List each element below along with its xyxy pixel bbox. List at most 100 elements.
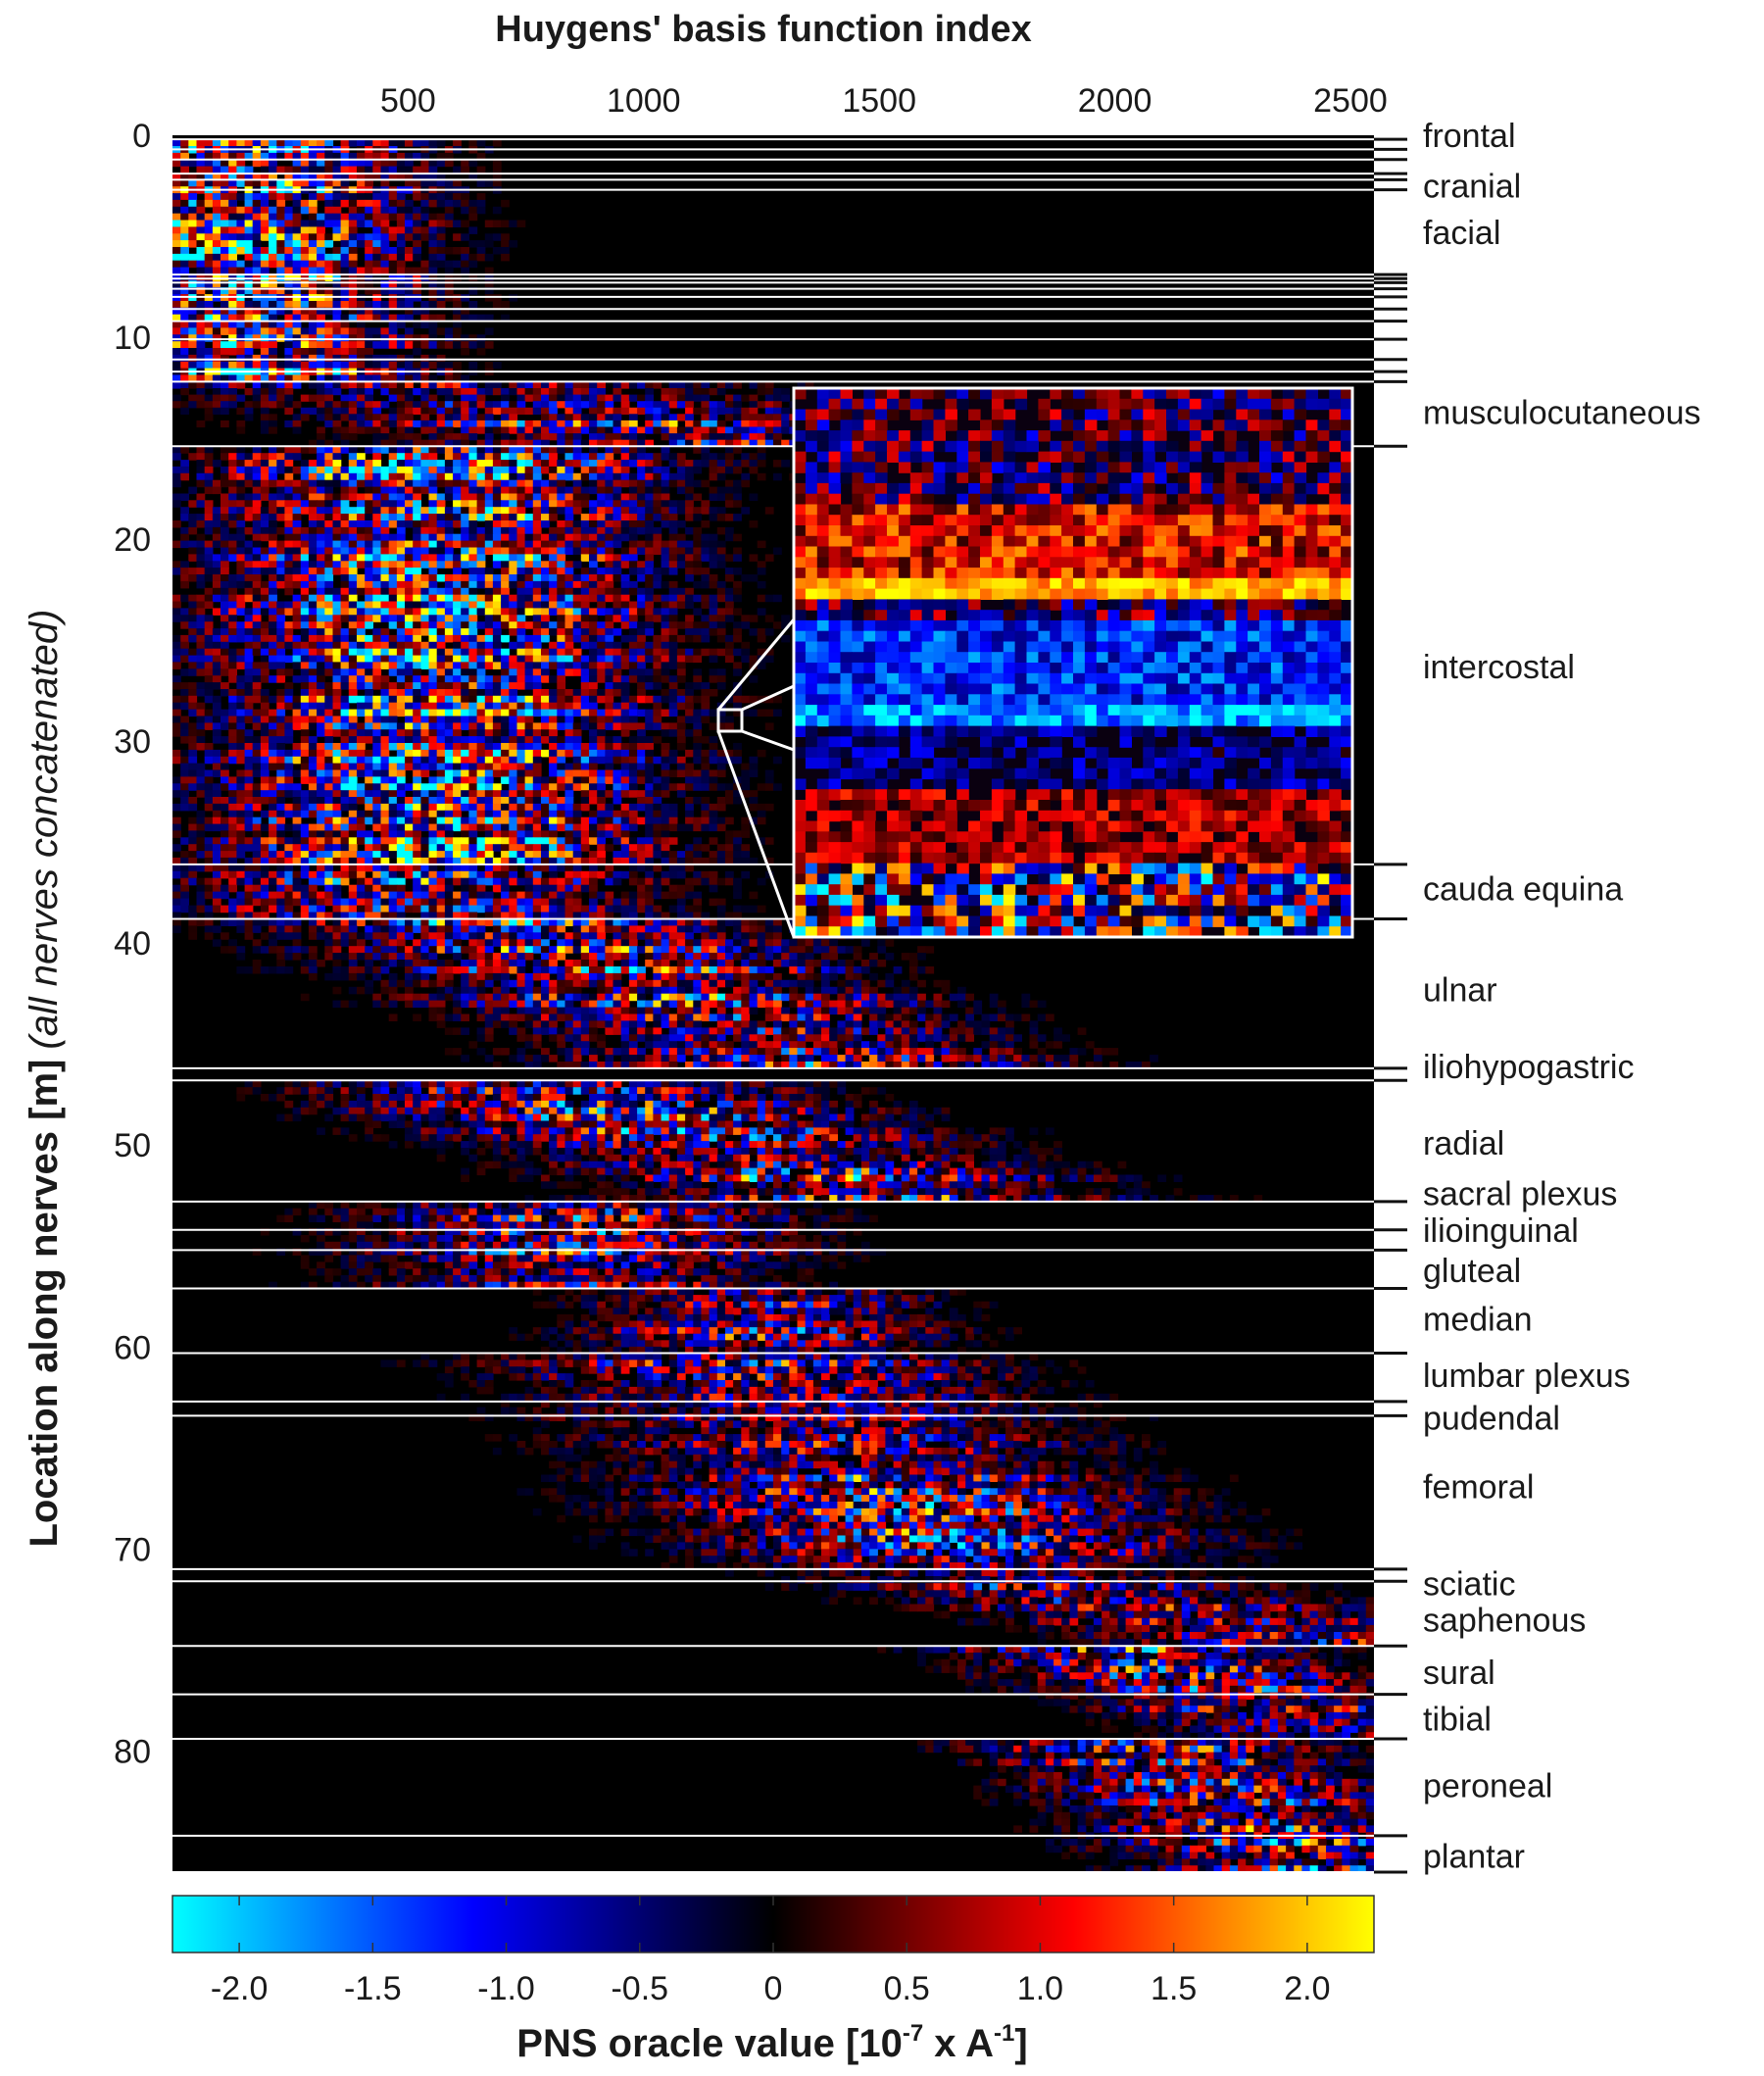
heatmap-cell — [501, 655, 510, 664]
heatmap-cell — [484, 220, 494, 227]
heatmap-cell — [365, 493, 373, 501]
heatmap-cell — [428, 668, 438, 676]
heatmap-cell — [668, 426, 678, 434]
heatmap-cell — [453, 446, 462, 454]
heatmap-cell — [541, 540, 550, 549]
heatmap-cell — [357, 407, 366, 415]
heatmap-cell — [532, 540, 542, 549]
heatmap-cell — [357, 756, 366, 765]
heatmap-cell — [733, 394, 742, 402]
heatmap-cell — [388, 472, 398, 481]
heatmap-cell — [549, 540, 558, 549]
heatmap-cell — [428, 682, 438, 690]
heatmap-cell — [741, 479, 751, 488]
heatmap-cell — [284, 472, 294, 481]
heatmap-cell — [308, 756, 318, 765]
heatmap-cell — [468, 472, 478, 481]
heatmap-cell — [405, 401, 414, 409]
heatmap-cell — [405, 420, 414, 428]
heatmap-cell — [324, 260, 334, 269]
heatmap-cell — [428, 287, 438, 295]
heatmap-cell — [444, 507, 454, 515]
heatmap-cell — [252, 554, 262, 562]
heatmap-cell — [468, 273, 478, 281]
heatmap-cell — [284, 568, 294, 575]
heatmap-cell — [461, 439, 469, 447]
heatmap-cell — [380, 420, 390, 428]
heatmap-cell — [396, 407, 406, 415]
heatmap-cell — [436, 341, 446, 349]
heatmap-cell — [220, 420, 229, 428]
heatmap-cell — [236, 716, 246, 723]
heatmap-cell — [413, 500, 421, 508]
heatmap-cell — [461, 394, 469, 402]
heatmap-cell — [557, 433, 566, 441]
heatmap-cell — [453, 374, 462, 382]
heatmap-cell — [620, 479, 630, 488]
heatmap-cell — [220, 193, 229, 201]
heatmap-cell — [492, 466, 502, 474]
heatmap-cell — [228, 253, 237, 262]
heatmap-cell — [461, 695, 469, 704]
heatmap-cell — [388, 334, 398, 342]
heatmap-cell — [252, 493, 262, 501]
heatmap-cell — [461, 460, 469, 468]
heatmap-cell — [300, 220, 310, 227]
heatmap-cell — [317, 173, 325, 180]
heatmap-cell — [564, 722, 574, 730]
heatmap-cell — [420, 749, 430, 758]
heatmap-cell — [204, 446, 214, 454]
heatmap-cell — [676, 716, 686, 723]
heatmap-cell — [653, 479, 662, 488]
heatmap-cell — [413, 472, 421, 481]
heatmap-cell — [436, 668, 446, 676]
heatmap-cell — [645, 381, 654, 389]
heatmap-cell — [653, 472, 662, 481]
heatmap-cell — [612, 414, 622, 421]
heatmap-cell — [436, 381, 446, 389]
heatmap-cell — [317, 608, 325, 616]
heatmap-cell — [324, 615, 334, 622]
heatmap-cell — [308, 381, 318, 389]
heatmap-cell — [300, 554, 310, 562]
heatmap-cell — [549, 446, 558, 454]
heatmap-cell — [444, 514, 454, 521]
heatmap-cell — [572, 540, 582, 549]
heatmap-cell — [484, 433, 494, 441]
heatmap-cell — [509, 641, 518, 650]
heatmap-cell — [317, 267, 325, 275]
heatmap-cell — [365, 689, 373, 697]
heatmap-cell — [317, 307, 325, 316]
heatmap-cell — [308, 394, 318, 402]
heatmap-cell — [749, 554, 759, 562]
heatmap-cell — [196, 729, 206, 737]
heatmap-cell — [461, 615, 469, 622]
heatmap-cell — [468, 716, 478, 723]
heatmap-cell — [405, 226, 414, 234]
heatmap-cell — [476, 689, 486, 697]
heatmap-cell — [212, 226, 221, 234]
heatmap-cell — [228, 507, 237, 515]
heatmap-cell — [260, 526, 270, 535]
heatmap-cell — [589, 587, 598, 596]
heatmap-cell — [773, 621, 782, 629]
heatmap-cell — [317, 152, 325, 161]
heatmap-cell — [693, 466, 703, 474]
heatmap-cell — [524, 749, 534, 758]
heatmap-cell — [340, 240, 350, 248]
heatmap-cell — [749, 381, 759, 389]
heatmap-cell — [252, 159, 262, 168]
heatmap-cell — [244, 361, 254, 370]
heatmap-cell — [492, 756, 502, 765]
heatmap-cell — [661, 493, 670, 501]
heatmap-cell — [317, 213, 325, 222]
heatmap-cell — [284, 446, 294, 454]
heatmap-cell — [332, 634, 342, 643]
heatmap-cell — [196, 401, 206, 409]
heatmap-cell — [365, 394, 373, 402]
heatmap-cell — [380, 479, 390, 488]
heatmap-cell — [476, 139, 486, 147]
heatmap-cell — [260, 354, 270, 363]
heatmap-cell — [436, 213, 446, 222]
heatmap-cell — [260, 321, 270, 329]
